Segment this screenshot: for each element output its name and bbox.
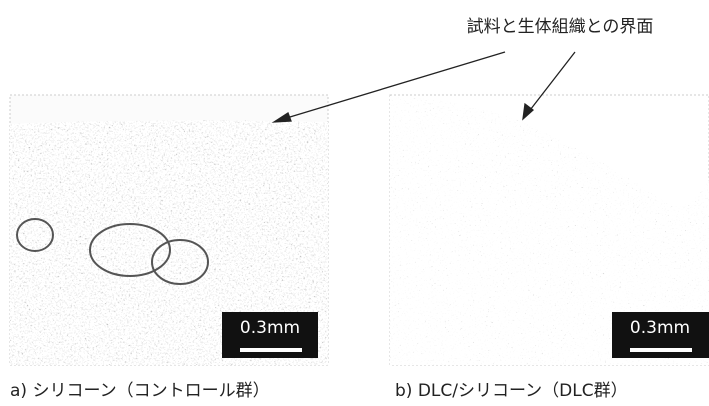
scale-bar-label: 0.3mm [630, 318, 690, 338]
figure: 0.3mm 0.3mm 試料と生体組織との界面 a) シリコーン（コントロール群… [0, 0, 709, 406]
caption: b) DLC/シリコーン（DLC群） [395, 381, 628, 401]
caption: a) シリコーン（コントロール群） [10, 381, 270, 401]
annotation: 試料と生体組織との界面 [467, 17, 654, 37]
scale-bar-label: 0.3mm [240, 318, 300, 338]
